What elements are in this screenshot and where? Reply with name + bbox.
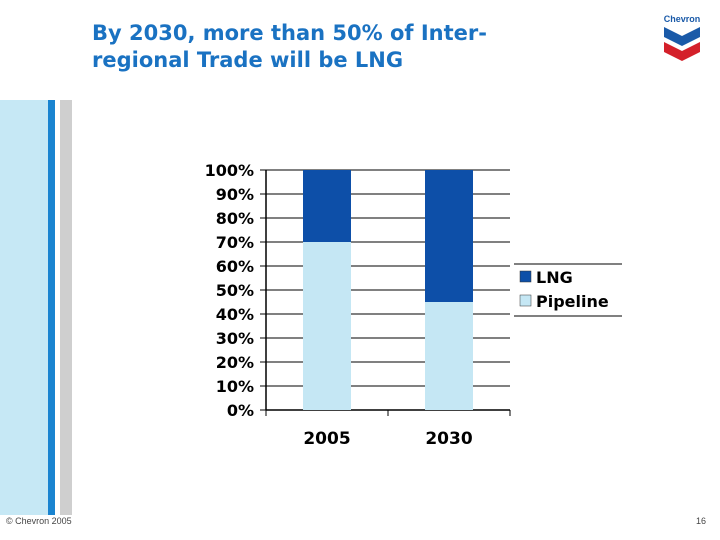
page-number: 16 (695, 516, 706, 526)
bar-lng-2005 (303, 170, 351, 242)
bar-pipeline-2005 (303, 242, 351, 410)
legend-label-pipeline: Pipeline (536, 292, 609, 311)
chevron-logo-text: Chevron (663, 14, 701, 24)
y-tick-label: 30% (216, 329, 254, 348)
y-tick-label: 0% (227, 401, 254, 420)
x-tick-label: 2005 (303, 429, 350, 449)
y-tick-label: 90% (216, 185, 254, 204)
y-tick-label: 100% (205, 161, 254, 180)
x-tick-label: 2030 (425, 429, 472, 449)
bar-lng-2030 (425, 170, 473, 302)
bar-pipeline-2030 (425, 302, 473, 410)
legend-label-lng: LNG (536, 268, 573, 287)
footer-copyright: © Chevron 2005 (6, 516, 72, 526)
left-decor-band-light (0, 100, 48, 515)
left-decor-band-blue (48, 100, 55, 515)
y-tick-label: 50% (216, 281, 254, 300)
y-tick-label: 80% (216, 209, 254, 228)
slide-title: By 2030, more than 50% of Inter- regiona… (92, 20, 612, 74)
chevron-logo-icon (664, 27, 700, 61)
y-tick-label: 10% (216, 377, 254, 396)
legend-swatch-lng (519, 270, 532, 283)
y-tick-label: 60% (216, 257, 254, 276)
slide-title-line-2: regional Trade will be LNG (92, 48, 404, 72)
legend-swatch-pipeline (519, 294, 532, 307)
left-decor-band-gray (60, 100, 72, 515)
slide-title-line-1: By 2030, more than 50% of Inter- (92, 21, 487, 45)
y-tick-label: 40% (216, 305, 254, 324)
y-tick-label: 70% (216, 233, 254, 252)
chevron-logo: Chevron (660, 14, 704, 70)
y-tick-label: 20% (216, 353, 254, 372)
